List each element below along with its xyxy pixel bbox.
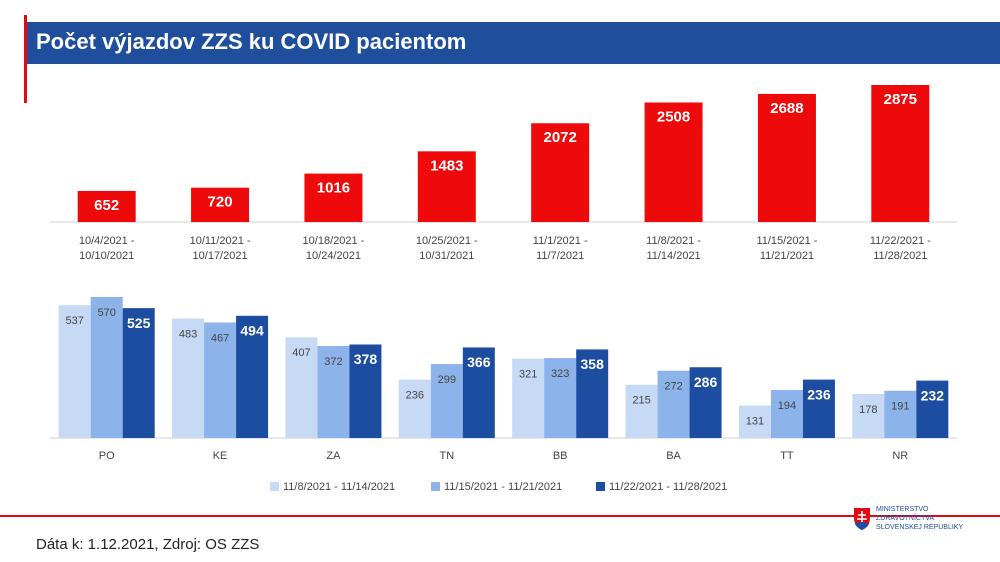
value-label: 131: [746, 416, 764, 428]
bar: [512, 358, 545, 438]
bar: [317, 345, 350, 438]
bar: [871, 85, 930, 222]
x-tick-label: BB: [553, 450, 568, 462]
value-label: 321: [519, 369, 537, 381]
x-tick-label: 11/22/2021 - 11/28/2021: [869, 235, 931, 262]
x-tick-label: BA: [666, 450, 681, 462]
legend-label: 11/15/2021 - 11/21/2021: [444, 481, 562, 493]
value-label: 525: [127, 315, 151, 331]
value-label: 407: [292, 347, 310, 359]
bar: [738, 405, 771, 438]
bar: [916, 380, 949, 438]
x-tick-label: 11/1/2021 - 11/7/2021: [532, 235, 588, 262]
value-label: 2508: [657, 108, 690, 125]
legend-swatch: [431, 482, 440, 491]
value-label: 272: [664, 381, 682, 393]
logo-text: MINISTERSTVO: [876, 506, 929, 513]
x-tick-label: PO: [99, 450, 115, 462]
bar: [657, 370, 690, 438]
value-label: 467: [211, 332, 229, 344]
bar: [757, 93, 816, 223]
x-tick-label: 11/8/2021 - 11/14/2021: [646, 235, 701, 262]
bar: [852, 393, 885, 438]
bar: [172, 318, 205, 438]
x-tick-label: TT: [780, 450, 794, 462]
bar: [417, 151, 476, 222]
bar: [285, 337, 318, 438]
x-tick-label: 10/4/2021 - 10/10/2021: [78, 235, 135, 262]
value-label: 286: [694, 374, 718, 390]
logo: MINISTERSTVO ZDRAVOTNÍCTVA SLOVENSKEJ RE…: [854, 506, 963, 531]
bar: [884, 390, 917, 438]
x-tick-label: 11/15/2021 - 11/21/2021: [756, 235, 818, 262]
bar: [689, 367, 722, 438]
logo-text: ZDRAVOTNÍCTVA: [876, 513, 934, 522]
bar: [770, 390, 803, 438]
header-accent: [24, 15, 27, 103]
value-label: 1483: [430, 157, 463, 174]
footer-line: [0, 515, 1000, 517]
legend-label: 11/22/2021 - 11/28/2021: [609, 481, 727, 493]
header-bar: [25, 22, 1000, 64]
bar: [349, 344, 382, 438]
value-label: 652: [94, 197, 119, 214]
x-tick-label: ZA: [326, 450, 341, 462]
bar: [122, 308, 155, 438]
title: Počet výjazdov ZZS ku COVID pacientom: [36, 29, 466, 54]
x-tick-label: KE: [213, 450, 228, 462]
bar: [625, 384, 658, 438]
value-label: 215: [632, 395, 650, 407]
logo-text: SLOVENSKEJ REPUBLIKY: [876, 524, 963, 531]
source: Dáta k: 1.12.2021, Zdroj: OS ZZS: [36, 536, 259, 553]
x-tick-label: TN: [439, 450, 454, 462]
value-label: 194: [778, 400, 796, 412]
value-label: 570: [98, 307, 116, 319]
bar: [531, 123, 590, 222]
x-tick-label: 10/18/2021 - 10/24/2021: [302, 235, 365, 262]
value-label: 494: [240, 323, 264, 339]
bar: [644, 102, 703, 222]
legend-swatch: [270, 482, 279, 491]
x-tick-label: 10/25/2021 - 10/31/2021: [415, 235, 478, 262]
value-label: 2875: [884, 91, 917, 108]
bar: [90, 297, 123, 438]
bar: [77, 190, 136, 222]
value-label: 358: [581, 356, 605, 372]
bar: [462, 347, 495, 438]
value-label: 2688: [770, 100, 803, 117]
value-label: 236: [406, 390, 424, 402]
value-label: 537: [66, 315, 84, 327]
value-label: 1016: [317, 180, 350, 197]
bar: [58, 305, 91, 438]
x-tick-label: NR: [892, 450, 908, 462]
value-label: 483: [179, 328, 197, 340]
value-label: 323: [551, 368, 569, 380]
bar: [544, 358, 577, 438]
value-label: 378: [354, 351, 378, 367]
bar: [430, 364, 463, 438]
legend-label: 11/8/2021 - 11/14/2021: [283, 481, 395, 493]
legend-swatch: [596, 482, 605, 491]
value-label: 366: [467, 354, 491, 370]
bar: [204, 322, 237, 438]
x-tick-label: 10/11/2021 - 10/17/2021: [189, 235, 251, 262]
bar: [802, 379, 835, 438]
value-label: 178: [859, 404, 877, 416]
bar: [576, 349, 609, 438]
bar: [236, 315, 269, 438]
value-label: 191: [891, 401, 909, 413]
value-label: 720: [208, 194, 233, 211]
value-label: 232: [921, 387, 945, 403]
bar: [191, 187, 250, 222]
bar: [304, 173, 363, 222]
bar: [398, 379, 431, 438]
value-label: 299: [438, 374, 456, 386]
value-label: 372: [324, 356, 342, 368]
value-label: 2072: [544, 129, 577, 146]
value-label: 236: [807, 386, 831, 402]
